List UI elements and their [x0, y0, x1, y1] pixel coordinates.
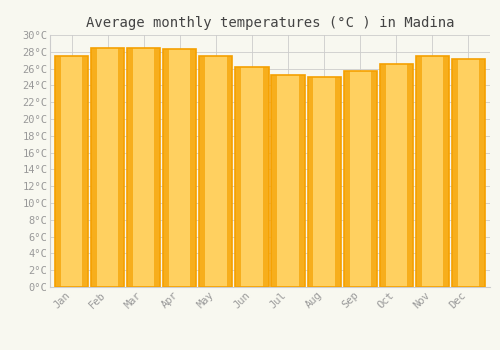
Bar: [262, 67, 268, 287]
Bar: [163, 49, 169, 287]
Bar: [82, 56, 88, 287]
Bar: [380, 64, 413, 287]
Bar: [416, 56, 422, 287]
Bar: [380, 64, 386, 287]
Title: Average monthly temperatures (°C ) in Madina: Average monthly temperatures (°C ) in Ma…: [86, 16, 454, 30]
Bar: [308, 77, 340, 287]
Bar: [407, 64, 413, 287]
Bar: [344, 71, 377, 287]
Bar: [334, 77, 340, 287]
Bar: [479, 58, 485, 287]
Bar: [226, 56, 232, 287]
Bar: [344, 71, 349, 287]
Bar: [91, 48, 124, 287]
Bar: [272, 75, 304, 287]
Bar: [236, 67, 268, 287]
Bar: [308, 77, 314, 287]
Bar: [55, 56, 88, 287]
Bar: [443, 56, 449, 287]
Bar: [200, 56, 205, 287]
Bar: [118, 48, 124, 287]
Bar: [190, 49, 196, 287]
Bar: [416, 56, 449, 287]
Bar: [272, 75, 278, 287]
Bar: [127, 48, 133, 287]
Bar: [452, 58, 485, 287]
Bar: [154, 48, 160, 287]
Bar: [236, 67, 242, 287]
Bar: [200, 56, 232, 287]
Bar: [91, 48, 97, 287]
Bar: [127, 48, 160, 287]
Bar: [163, 49, 196, 287]
Bar: [298, 75, 304, 287]
Bar: [452, 58, 458, 287]
Bar: [55, 56, 61, 287]
Bar: [371, 71, 377, 287]
